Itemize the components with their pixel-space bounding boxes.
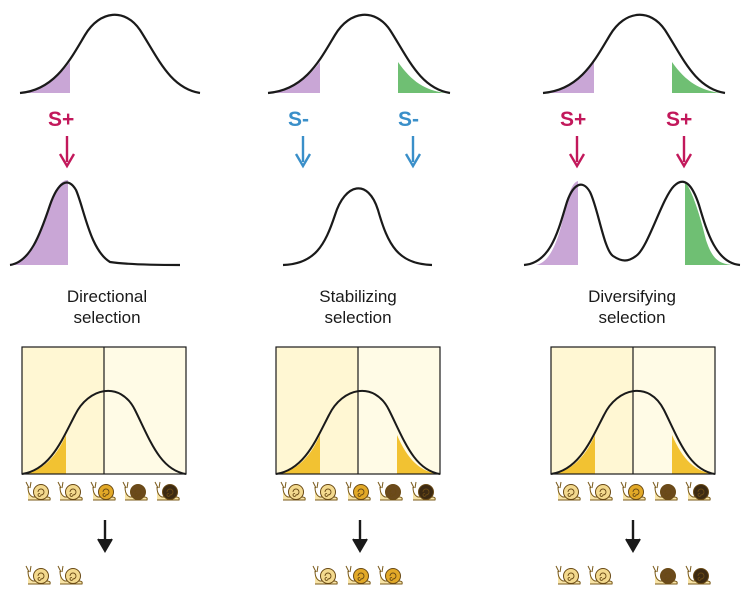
stabilizing-marker-label-left: S- (288, 108, 309, 131)
stabilizing-marker-label-right: S- (398, 108, 419, 131)
dark-snail-icon (652, 481, 678, 501)
stabilizing-arrow-right (404, 136, 422, 169)
stabilizing-result-curve (282, 187, 433, 267)
diversifying-column: S+ S+ Diversifying selection (523, 13, 741, 553)
dark-snail-icon (652, 565, 678, 585)
light-snail-icon (57, 565, 83, 585)
diversifying-arrow-right (675, 136, 693, 169)
stabilizing-panel (275, 346, 441, 475)
stabilizing-arrow-left (294, 136, 312, 169)
stabilizing-title-line1: Stabilizing (319, 287, 397, 306)
directional-panel-tail (22, 435, 66, 474)
diversifying-panel (550, 346, 716, 475)
medium-snail-icon (345, 565, 371, 585)
directional-tail-fill (20, 62, 70, 93)
light-snail-icon (25, 481, 51, 501)
diversifying-left-tail-fill (543, 62, 594, 93)
directional-arrow (58, 136, 76, 169)
stabilizing-original-curve (267, 13, 451, 95)
light-snail-icon (57, 481, 83, 501)
stabilizing-column: S- S- Stabilizing selection (267, 13, 451, 553)
directional-panel (21, 346, 187, 475)
light-snail-icon (587, 481, 613, 501)
light-snail-icon (312, 481, 338, 501)
light-snail-icon (555, 481, 581, 501)
dark-snail-icon (122, 481, 148, 501)
medium-snail-icon (90, 481, 116, 501)
darkest-snail-icon (410, 481, 436, 501)
diversifying-panel-curve (550, 390, 716, 475)
medium-snail-icon (345, 481, 371, 501)
dark-snail-icon (377, 481, 403, 501)
stabilizing-panel-curve (275, 390, 441, 475)
medium-snail-icon (377, 565, 403, 585)
light-snail-icon (587, 565, 613, 585)
directional-marker-label: S+ (48, 108, 74, 131)
directional-title-line1: Directional (67, 287, 147, 306)
medium-snail-icon (620, 481, 646, 501)
stabilizing-left-tail-fill (268, 62, 320, 93)
directional-result-fill (10, 180, 68, 265)
darkest-snail-icon (154, 481, 180, 501)
diversifying-result-right-fill (685, 182, 733, 265)
diversifying-right-tail-fill (672, 62, 720, 93)
light-snail-icon (312, 565, 338, 585)
diversifying-title-line2: selection (598, 308, 665, 327)
stabilizing-panel-left-tail (276, 435, 320, 474)
light-snail-icon (555, 565, 581, 585)
diversifying-arrow-left (568, 136, 586, 169)
diversifying-marker-label-left: S+ (560, 108, 586, 131)
directional-panel-curve (21, 390, 187, 475)
stabilizing-right-tail-fill (398, 62, 445, 93)
diversifying-marker-label-right: S+ (666, 108, 692, 131)
directional-column: S+ Directional selection (9, 13, 201, 553)
darkest-snail-icon (685, 565, 711, 585)
stabilizing-down-arrow (352, 520, 368, 553)
diversifying-title-line1: Diversifying (588, 287, 676, 306)
diversifying-original-curve (542, 13, 726, 95)
directional-original-curve (19, 13, 201, 95)
diversifying-panel-left-tail (551, 435, 595, 474)
directional-down-arrow (97, 520, 113, 553)
stabilizing-panel-right-tail (397, 435, 440, 474)
diversifying-result-curve (523, 180, 741, 267)
light-snail-icon (25, 565, 51, 585)
diversifying-panel-right-tail (672, 435, 715, 474)
light-snail-icon (280, 481, 306, 501)
snail-icons-layer (25, 481, 711, 585)
directional-result-curve (9, 181, 181, 267)
diversifying-down-arrow (625, 520, 641, 553)
stabilizing-title-line2: selection (324, 308, 391, 327)
darkest-snail-icon (685, 481, 711, 501)
directional-title-line2: selection (73, 308, 140, 327)
